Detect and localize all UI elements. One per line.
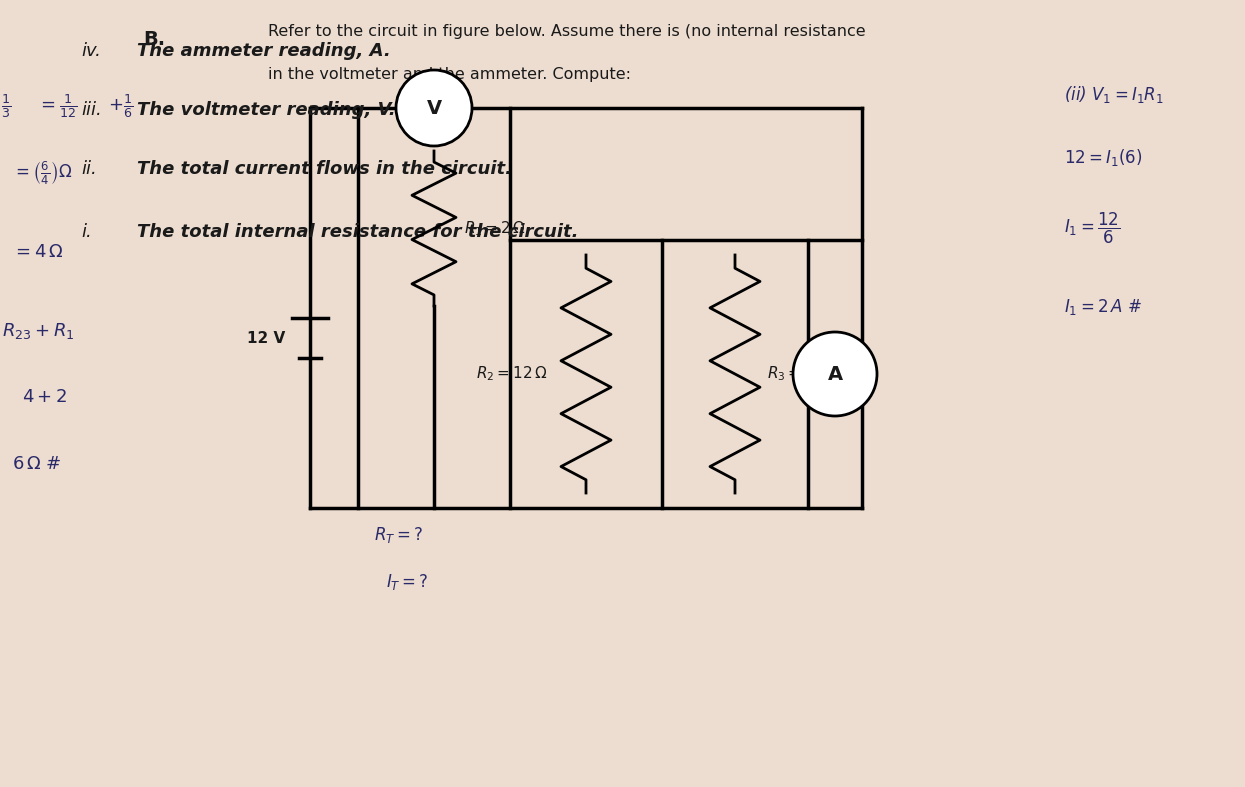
Text: Refer to the circuit in figure below. Assume there is (no internal resistance: Refer to the circuit in figure below. As… [268,24,865,39]
Text: in the voltmeter and the ammeter. Compute:: in the voltmeter and the ammeter. Comput… [268,67,631,82]
Text: $= 4\,\Omega$: $= 4\,\Omega$ [12,243,63,260]
Text: 12 V: 12 V [247,331,285,345]
Text: $R_3 = 6\,\Omega$: $R_3 = 6\,\Omega$ [767,364,829,383]
Text: $12 = I_1(6)$: $12 = I_1(6)$ [1064,147,1143,168]
Text: $R_{23} + R_1$: $R_{23} + R_1$ [2,320,75,341]
Text: $R_T = ?$: $R_T = ?$ [374,525,423,545]
Text: A: A [828,364,843,383]
Text: $R_1 = 2\,\Omega$: $R_1 = 2\,\Omega$ [464,219,525,238]
Circle shape [793,332,876,416]
Text: i.: i. [81,224,92,241]
Text: $= \frac{1}{12}$: $= \frac{1}{12}$ [37,92,77,120]
Text: $4 + 2$: $4 + 2$ [22,389,67,406]
Text: The voltmeter reading, V.: The voltmeter reading, V. [137,102,396,119]
Text: $= \left(\frac{6}{4}\right)\Omega$: $= \left(\frac{6}{4}\right)\Omega$ [12,160,73,187]
Text: $+ \frac{1}{6}$: $+ \frac{1}{6}$ [108,92,133,120]
Text: B.: B. [143,30,166,49]
Text: (ii) $V_1 = I_1 R_1$: (ii) $V_1 = I_1 R_1$ [1064,84,1164,105]
Text: The ammeter reading, A.: The ammeter reading, A. [137,42,391,60]
Text: $R_2 = 12\,\Omega$: $R_2 = 12\,\Omega$ [477,364,548,383]
Text: ii.: ii. [81,161,97,178]
Text: iii.: iii. [81,102,102,119]
Text: $I_1 = 2\,A$ #: $I_1 = 2\,A$ # [1064,297,1143,317]
Text: $I_T = ?$: $I_T = ?$ [386,572,428,593]
Circle shape [396,70,472,146]
Text: The total internal resistance for the circuit.: The total internal resistance for the ci… [137,224,579,241]
Text: $6\,\Omega$ #: $6\,\Omega$ # [12,456,62,473]
Text: $\frac{1}{3}$: $\frac{1}{3}$ [1,92,11,120]
Text: V: V [427,98,442,117]
Text: The total current flows in the circuit.: The total current flows in the circuit. [137,161,512,178]
Text: iv.: iv. [81,42,101,60]
Text: $I_1 = \dfrac{12}{6}$: $I_1 = \dfrac{12}{6}$ [1064,211,1120,246]
